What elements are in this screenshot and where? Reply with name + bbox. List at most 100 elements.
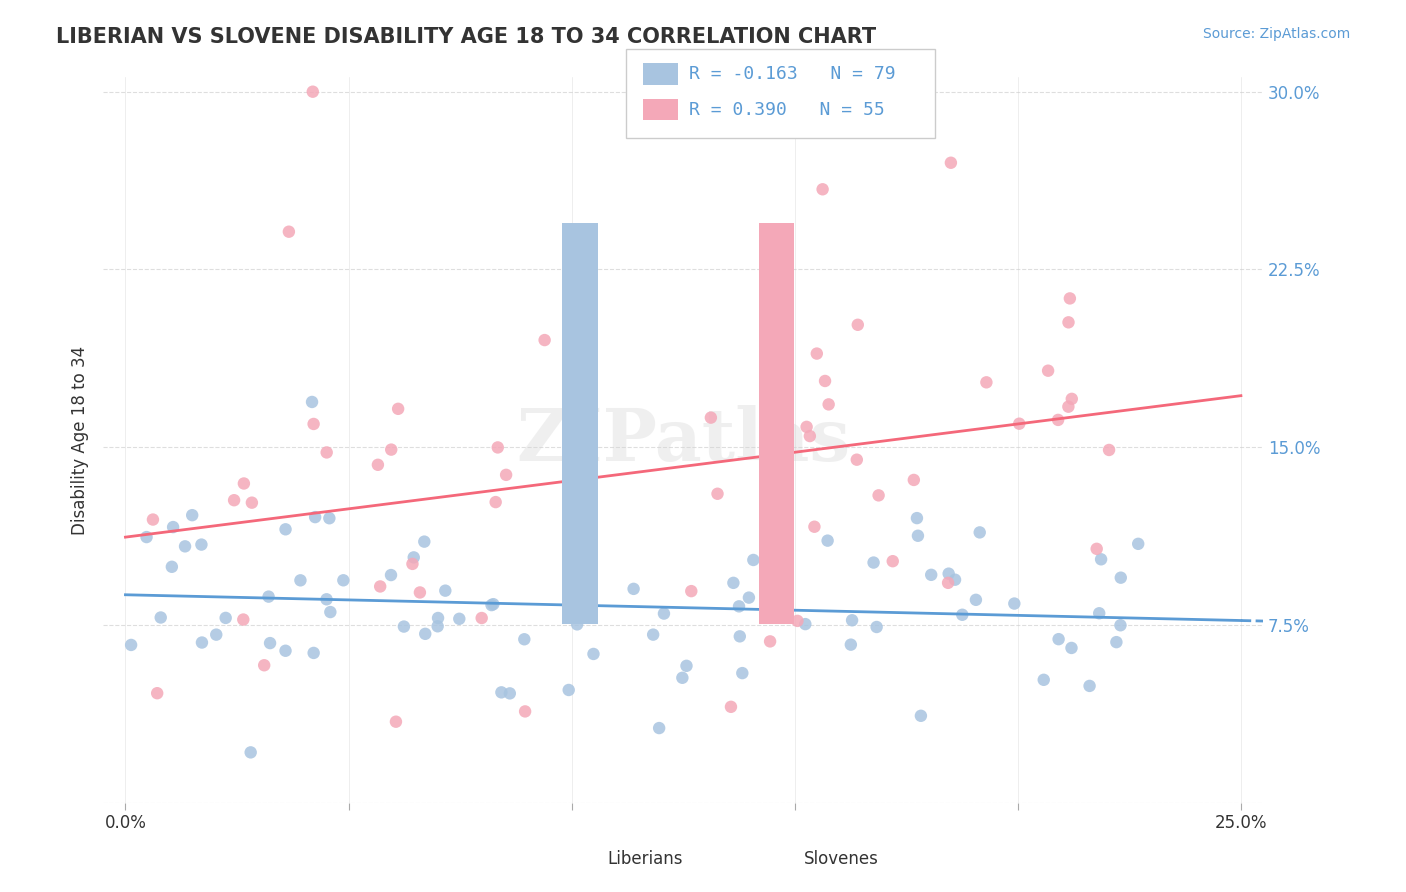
Point <box>728 629 751 643</box>
Point <box>486 441 509 455</box>
Y-axis label: Disability Age 18 to 34: Disability Age 18 to 34 <box>72 345 89 534</box>
Point <box>387 401 409 416</box>
Point <box>120 638 142 652</box>
Point <box>259 636 281 650</box>
Point <box>315 445 337 459</box>
Point <box>427 611 450 625</box>
Point <box>174 539 197 553</box>
Point <box>495 467 517 482</box>
Point <box>413 627 436 641</box>
Point <box>675 658 697 673</box>
Point <box>274 522 297 536</box>
Point <box>920 567 942 582</box>
Point <box>846 318 869 332</box>
Point <box>794 617 817 632</box>
Point <box>409 585 432 599</box>
Point <box>700 410 723 425</box>
Point <box>135 530 157 544</box>
Point <box>401 557 423 571</box>
Point <box>491 685 513 699</box>
Text: LIBERIAN VS SLOVENE DISABILITY AGE 18 TO 34 CORRELATION CHART: LIBERIAN VS SLOVENE DISABILITY AGE 18 TO… <box>56 27 876 46</box>
Point <box>728 599 751 614</box>
Point <box>302 646 325 660</box>
Point <box>905 511 928 525</box>
Point <box>786 614 808 628</box>
Text: R = 0.390   N = 55: R = 0.390 N = 55 <box>689 101 884 119</box>
Point <box>146 686 169 700</box>
Point <box>162 520 184 534</box>
Point <box>1008 417 1031 431</box>
Text: Slovenes: Slovenes <box>804 850 879 868</box>
Point <box>910 708 932 723</box>
Point <box>1109 618 1132 632</box>
Point <box>1090 552 1112 566</box>
Point <box>1109 571 1132 585</box>
Point <box>434 583 457 598</box>
Point <box>803 520 825 534</box>
Point <box>449 612 471 626</box>
Point <box>367 458 389 472</box>
Point <box>277 225 299 239</box>
Point <box>817 533 839 548</box>
Text: ZIPatlas: ZIPatlas <box>516 404 851 475</box>
Point <box>257 590 280 604</box>
Point <box>301 395 323 409</box>
Point <box>742 553 765 567</box>
Point <box>253 658 276 673</box>
Point <box>1078 679 1101 693</box>
Point <box>232 476 254 491</box>
Point <box>385 714 408 729</box>
Point <box>936 575 959 590</box>
Point <box>482 597 505 611</box>
Point <box>907 529 929 543</box>
Point <box>938 566 960 581</box>
Point <box>681 584 703 599</box>
Point <box>720 699 742 714</box>
Point <box>969 525 991 540</box>
Point <box>845 452 868 467</box>
Point <box>274 644 297 658</box>
Point <box>205 627 228 641</box>
Point <box>1088 607 1111 621</box>
Point <box>1002 597 1025 611</box>
Point <box>811 182 834 196</box>
Point <box>806 346 828 360</box>
Point <box>1047 632 1070 647</box>
Point <box>380 568 402 582</box>
Point <box>799 429 821 443</box>
Point <box>499 686 522 700</box>
Point <box>481 598 503 612</box>
Point <box>304 510 326 524</box>
Point <box>868 488 890 502</box>
Point <box>302 417 325 431</box>
Point <box>301 85 323 99</box>
Point <box>648 721 671 735</box>
Point <box>380 442 402 457</box>
Point <box>160 559 183 574</box>
Point <box>706 487 728 501</box>
Point <box>426 619 449 633</box>
Point <box>671 671 693 685</box>
Point <box>582 647 605 661</box>
Point <box>976 376 998 390</box>
Point <box>239 745 262 759</box>
Point <box>240 496 263 510</box>
Point <box>841 613 863 627</box>
Point <box>191 635 214 649</box>
Point <box>738 591 761 605</box>
Point <box>318 511 340 525</box>
Point <box>652 607 675 621</box>
Point <box>1098 442 1121 457</box>
Point <box>862 556 884 570</box>
Point <box>565 617 588 632</box>
Text: R = -0.163   N = 79: R = -0.163 N = 79 <box>689 65 896 83</box>
Point <box>557 683 579 698</box>
Point <box>332 574 354 588</box>
Point <box>181 508 204 523</box>
Point <box>1047 413 1070 427</box>
Point <box>759 634 782 648</box>
Point <box>413 534 436 549</box>
Point <box>882 554 904 568</box>
Point <box>513 705 536 719</box>
Point <box>392 619 415 633</box>
